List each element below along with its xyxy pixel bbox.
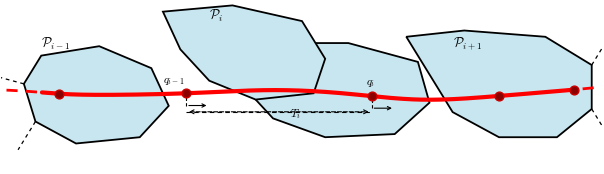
Text: $q_{i-1}$: $q_{i-1}$: [163, 76, 185, 87]
Polygon shape: [163, 5, 325, 100]
Point: [181, 92, 191, 94]
Point: [367, 94, 376, 97]
Polygon shape: [24, 46, 169, 144]
Polygon shape: [406, 30, 592, 137]
Polygon shape: [210, 43, 429, 137]
Point: [494, 94, 504, 97]
Point: [54, 93, 63, 96]
Text: $\mathcal{P}_{i+1}$: $\mathcal{P}_{i+1}$: [452, 36, 482, 53]
Text: $T_i$: $T_i$: [291, 107, 301, 121]
Text: $q_i$: $q_i$: [366, 78, 375, 89]
Point: [570, 89, 579, 92]
Text: $\mathcal{P}_{i-1}$: $\mathcal{P}_{i-1}$: [41, 36, 71, 53]
Text: $\mathcal{P}_i$: $\mathcal{P}_i$: [210, 8, 224, 24]
